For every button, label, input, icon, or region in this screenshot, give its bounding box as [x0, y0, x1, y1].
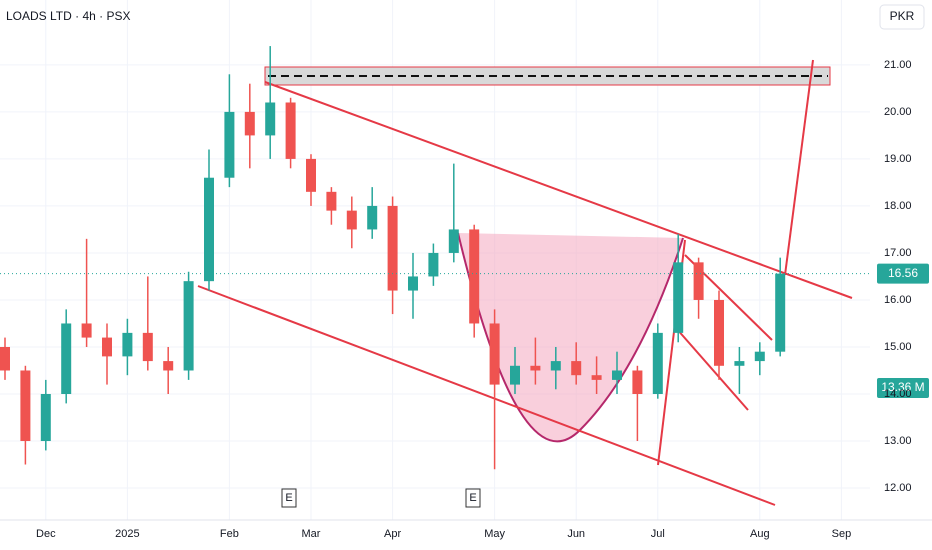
drawings	[197, 59, 853, 506]
candle-body	[714, 299, 724, 366]
candle-body	[40, 393, 51, 442]
candle-body	[244, 111, 255, 136]
candle-body	[163, 361, 174, 371]
candle-body	[693, 262, 704, 300]
candle-body	[652, 332, 663, 394]
last-price-tag	[877, 263, 929, 284]
y-tick-label: 19.00	[884, 153, 912, 165]
candle-body	[428, 252, 439, 277]
y-tick-label: 13.00	[884, 435, 912, 447]
volume-tag	[877, 378, 929, 398]
candle-body	[122, 332, 133, 357]
candle-body	[265, 102, 276, 136]
candle-body	[61, 323, 72, 394]
flag-bottom	[675, 327, 749, 411]
candle-body	[204, 177, 214, 282]
price-axis	[870, 0, 932, 520]
candle-body	[81, 323, 92, 338]
candle-body	[632, 370, 643, 394]
y-tick-label: 18.00	[884, 200, 912, 212]
candle-body	[20, 370, 31, 442]
candle-body	[775, 273, 786, 352]
x-tick-label: Feb	[220, 528, 239, 540]
candle-body	[346, 210, 357, 230]
candle-body	[734, 361, 745, 366]
x-tick-label: May	[484, 528, 505, 540]
y-tick-label: 12.00	[884, 482, 912, 494]
last-price-label: 16.56	[888, 266, 918, 280]
x-tick-label: Jul	[651, 528, 665, 540]
x-tick-label: 2025	[115, 528, 139, 540]
event-label[interactable]: E	[285, 492, 292, 504]
candle-body	[183, 281, 194, 371]
x-tick-label: Dec	[36, 528, 56, 540]
chart-title: LOADS LTD · 4h · PSX	[6, 9, 130, 23]
candle-body	[754, 351, 765, 362]
candle-body	[387, 205, 398, 291]
candle-body	[530, 365, 541, 371]
x-tick-label: Jun	[567, 528, 585, 540]
candle-body	[326, 191, 337, 211]
target-line	[784, 59, 814, 276]
y-tick-label: 17.00	[884, 247, 912, 259]
candle-body	[408, 276, 418, 291]
candle-body	[550, 361, 561, 371]
candle-body	[612, 370, 622, 380]
candle-body	[142, 332, 153, 362]
candle-body	[306, 158, 316, 192]
candle-body	[571, 361, 582, 376]
x-tick-label: Apr	[384, 528, 401, 540]
candle-body	[489, 323, 500, 385]
candle-body	[285, 102, 296, 159]
currency[interactable]: PKR	[890, 9, 915, 23]
candle-body	[367, 205, 378, 230]
x-tick-label: Mar	[302, 528, 321, 540]
event-marker[interactable]	[465, 488, 481, 508]
candle-body	[510, 365, 520, 385]
currency-button[interactable]	[879, 4, 925, 30]
channel-top	[264, 81, 853, 299]
y-tick-label: 21.00	[884, 59, 912, 71]
y-tick-label: 15.00	[884, 341, 912, 353]
x-tick-label: Sep	[832, 528, 852, 540]
candle-body	[673, 262, 684, 333]
event-label[interactable]: E	[469, 492, 476, 504]
candle-body	[448, 229, 459, 253]
candle-body	[102, 337, 112, 357]
y-tick-label: 20.00	[884, 106, 912, 118]
candle-body	[0, 346, 10, 371]
y-tick-label: 16.00	[884, 294, 912, 306]
channel-bottom	[197, 285, 776, 506]
event-marker[interactable]	[281, 488, 297, 508]
volume-label: 13.36 M	[881, 380, 924, 394]
y-tick-label: 14.00	[884, 388, 912, 400]
x-tick-label: Aug	[750, 528, 770, 540]
candle-body	[224, 111, 235, 178]
candle-body	[591, 375, 602, 380]
candle-body	[469, 229, 480, 324]
candles	[0, 46, 786, 470]
